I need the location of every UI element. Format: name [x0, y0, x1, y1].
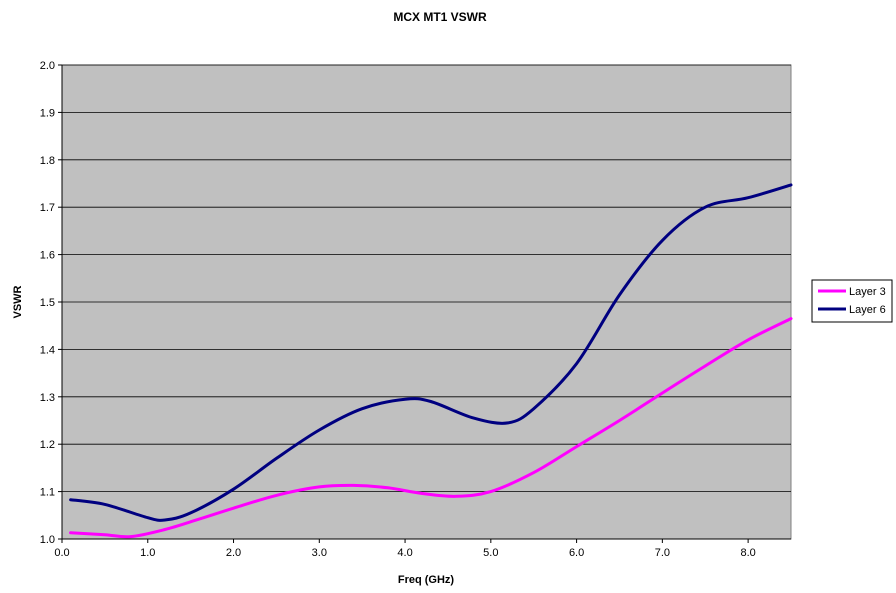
y-axis-ticks: 1.0 1.1 1.2 1.3 1.4 1.5 1.6 1.7 1.8 1.9 2.0 — [40, 60, 62, 546]
y-tick-label: 1.3 — [40, 392, 55, 404]
x-tick-label: 4.0 — [397, 547, 412, 559]
gridlines — [62, 64, 791, 493]
y-tick-label: 1.8 — [40, 155, 55, 167]
y-tick-label: 1.4 — [40, 344, 55, 356]
x-tick-label: 0.0 — [54, 547, 69, 559]
legend-items: Layer 3 Layer 6 — [818, 286, 886, 316]
y-tick-label: 2.0 — [40, 60, 55, 72]
series-lines — [69, 183, 793, 539]
legend-label-layer-6: Layer 6 — [849, 304, 886, 316]
y-tick-label: 1.5 — [40, 297, 55, 309]
y-tick-label: 1.2 — [40, 439, 55, 451]
legend-label-layer-3: Layer 3 — [849, 286, 886, 298]
x-axis-ticks: 0.0 1.0 2.0 3.0 4.0 5.0 6.0 7.0 8.0 — [54, 539, 756, 559]
y-tick-label: 1.0 — [40, 534, 55, 546]
y-tick-label: 1.6 — [40, 250, 55, 262]
x-tick-label: 7.0 — [655, 547, 670, 559]
legend-box — [811, 279, 893, 323]
series-line-layer-6 — [69, 183, 793, 522]
legend: Layer 3 Layer 6 — [811, 279, 893, 323]
x-axis-label: Freq (GHz) — [398, 574, 455, 586]
y-tick-label: 1.1 — [40, 487, 55, 499]
x-tick-label: 1.0 — [140, 547, 155, 559]
x-tick-label: 2.0 — [226, 547, 241, 559]
series-line-layer-3 — [69, 317, 793, 539]
chart-title: MCX MT1 VSWR — [393, 10, 487, 24]
x-tick-label: 6.0 — [569, 547, 584, 559]
x-tick-label: 3.0 — [312, 547, 327, 559]
x-tick-label: 5.0 — [483, 547, 498, 559]
y-tick-label: 1.9 — [40, 107, 55, 119]
y-axis-label: VSWR — [12, 285, 24, 318]
x-tick-label: 8.0 — [740, 547, 755, 559]
y-tick-label: 1.7 — [40, 202, 55, 214]
